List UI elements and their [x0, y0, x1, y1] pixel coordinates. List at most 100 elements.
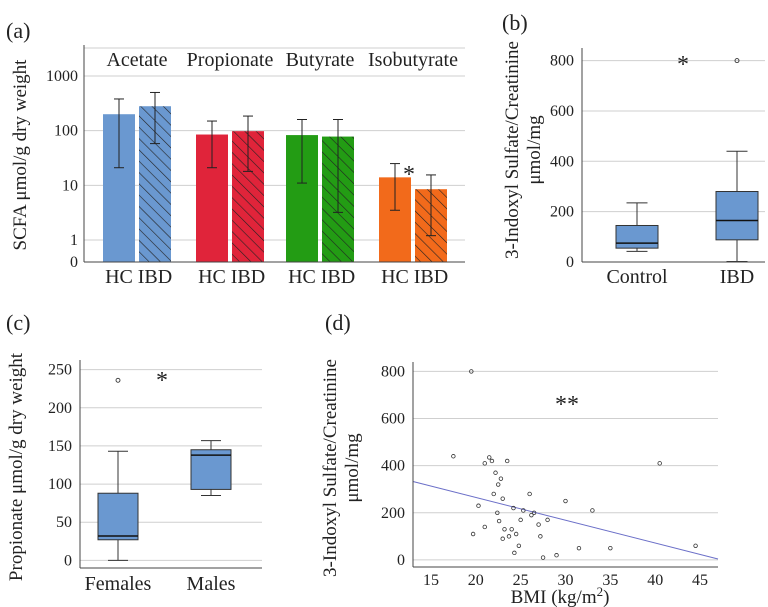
panel-c-box-plot: (c) 0 50 100 150 200 250 Females Males Propion… [6, 310, 262, 595]
panel-d-point [512, 550, 517, 556]
panel-d-x-tick-label: 45 [692, 572, 708, 589]
panel-b-box-plot: (b) 0 200 400 600 800 Control IBD 3-Indoxyl S… [502, 10, 765, 288]
panel-a-label: (a) [6, 18, 30, 43]
panel-d-point [590, 508, 595, 513]
panel-d-y-tick-label: 200 [381, 505, 405, 522]
panel-d-point [563, 498, 568, 504]
panel-a-x-tick-label: HC [198, 266, 226, 288]
panel-d-point [545, 517, 550, 523]
panel-c-y-tick-label: 150 [48, 438, 72, 455]
panel-d-point [469, 369, 474, 374]
panel-b-box [715, 191, 759, 241]
panel-d-point [476, 503, 481, 508]
panel-d-x-tick-label: 15 [423, 572, 439, 589]
panel-d-point [516, 543, 522, 548]
panel-d-point [489, 458, 495, 464]
panel-d-point [531, 510, 537, 516]
panel-d-point [608, 545, 613, 551]
panel-c-y-tick-label: 250 [48, 362, 72, 379]
panel-c-y-axis-label: Propionate μmol/g dry weight [6, 352, 27, 581]
panel-c-x-tick-label: Males [187, 573, 236, 595]
panel-a-group-label: Propionate [187, 49, 274, 71]
panel-b-y-tick-label: 800 [550, 53, 574, 70]
panel-a-x-tick-label: IBD [321, 266, 355, 288]
panel-b-y-tick-label: 200 [550, 204, 574, 221]
panel-d-point [451, 454, 456, 459]
panel-d-point [518, 517, 523, 523]
panel-d-point [495, 510, 500, 516]
panel-a-group-label: Butyrate [286, 49, 355, 71]
panel-b-y-tick-label: 0 [566, 254, 574, 271]
panel-d-point [538, 534, 543, 539]
panel-d-significance: ** [555, 392, 579, 418]
panel-c-box [190, 449, 232, 490]
panel-d-point [487, 455, 492, 460]
panel-a-y-axis-label: SCFA μmol/g dry weight [10, 59, 31, 251]
panel-c-y-tick-label: 200 [48, 400, 72, 417]
panel-c-label: (c) [6, 310, 30, 335]
panel-a-bar-chart: (a) 0 1 10 100 1000 Acetate Propionate Butyrat… [6, 18, 465, 288]
panel-d-x-tick-label: 40 [647, 572, 663, 589]
panel-d-y-axis-label: 3-Indoxyl Sulfate/Creatinineμmol/mg [320, 359, 363, 577]
panel-b-outlier [734, 58, 740, 64]
panel-d-x-tick-label: 20 [468, 572, 484, 589]
panel-d-point [496, 518, 502, 524]
panel-d-x-axis-label: BMI (kg/m2) [511, 584, 610, 607]
panel-c-x-tick-label: Females [85, 573, 152, 595]
panel-d-point [500, 536, 505, 541]
panel-d-point [504, 458, 510, 464]
panel-b-y-tick-label: 600 [550, 103, 574, 120]
panel-a-y-tick-label: 1 [70, 232, 78, 249]
panel-d-y-tick-label: 0 [397, 552, 405, 569]
panel-d-point [554, 553, 559, 558]
panel-a-y-tick-label: 1000 [46, 68, 78, 85]
panel-d-y-tick-label: 600 [381, 411, 405, 428]
panel-d-label: (d) [325, 310, 351, 335]
panel-a-x-tick-label: HC [381, 266, 409, 288]
panel-d-point [693, 543, 698, 548]
panel-d-point [491, 491, 496, 497]
panel-d-point [496, 482, 501, 487]
panel-d-point [657, 461, 662, 466]
panel-d-point [521, 508, 526, 513]
panel-d-point [502, 527, 507, 532]
panel-b-significance: * [677, 52, 689, 78]
panel-b-label: (b) [502, 10, 528, 35]
panel-d-point [527, 491, 532, 497]
panel-a-y-tick-label: 0 [70, 254, 78, 271]
panel-a-y-tick-label: 10 [62, 177, 78, 194]
panel-d-x-tick-label: 35 [602, 572, 618, 589]
panel-d-point [500, 496, 505, 501]
panel-d-point [470, 531, 476, 537]
panel-b-x-tick-label: Control [606, 266, 668, 288]
panel-a-group-label: Acetate [106, 49, 167, 71]
panel-c-outlier [115, 377, 121, 383]
panel-b-x-tick-label: IBD [720, 266, 754, 288]
panel-b-y-axis-label: 3-Indoxyl Sulfate/Creatinineμmol/mg [502, 41, 545, 259]
panel-d-point [529, 512, 534, 518]
panel-d-x-tick-label: 25 [513, 572, 529, 589]
panel-b-box [615, 224, 659, 249]
panel-d-point [509, 527, 514, 532]
panel-a-x-tick-label: HC [105, 266, 133, 288]
panel-d-point [536, 522, 541, 527]
panel-d-point [482, 524, 487, 530]
panel-c-y-tick-label: 0 [64, 552, 72, 569]
panel-d-point [511, 505, 516, 511]
panel-c-y-tick-label: 100 [48, 476, 72, 493]
panel-b-y-tick-label: 400 [550, 153, 574, 170]
panel-d-y-tick-label: 800 [381, 363, 405, 380]
panel-a-x-tick-label: HC [288, 266, 316, 288]
panel-a-y-tick-label: 100 [54, 123, 78, 140]
panel-a-x-tick-label: IBD [231, 266, 265, 288]
panel-d-point [513, 531, 519, 537]
panel-a-significance: * [403, 162, 415, 188]
panel-d-fit-line [412, 480, 719, 560]
panel-d-y-tick-label: 400 [381, 458, 405, 475]
panel-d-point [576, 545, 582, 551]
panel-d-point [540, 555, 546, 560]
panel-d-scatter-plot: (d) 0 200 400 600 800 15 20 25 30 35 40 45 3-Indox… [320, 310, 719, 607]
panel-c-y-tick-label: 50 [56, 514, 72, 531]
panel-a-x-tick-label: IBD [138, 266, 172, 288]
